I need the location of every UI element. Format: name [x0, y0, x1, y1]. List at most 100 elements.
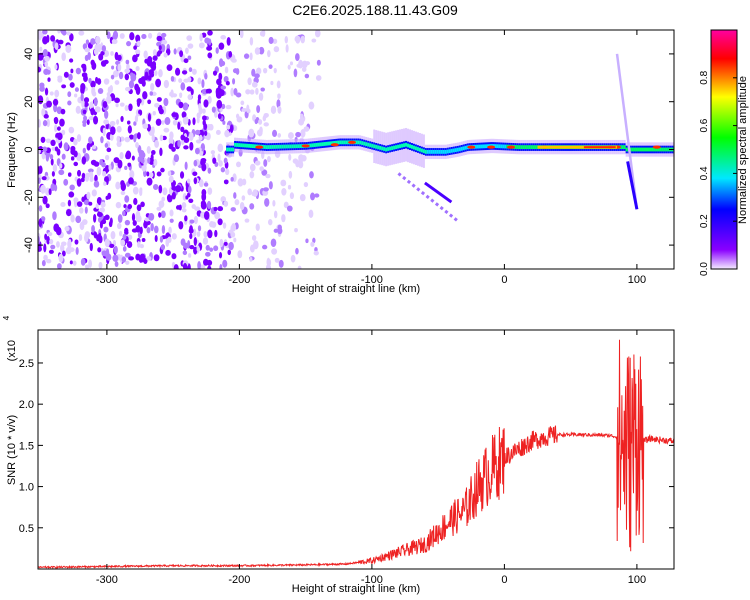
noise-speckle	[187, 192, 191, 198]
trace-core	[244, 143, 247, 148]
noise-speckle	[196, 231, 201, 237]
noise-speckle	[61, 241, 67, 247]
noise-speckle	[110, 230, 116, 240]
noise-speckle	[273, 228, 279, 233]
noise-speckle	[128, 134, 134, 140]
noise-speckle	[193, 177, 198, 185]
trace-core	[407, 143, 410, 148]
noise-speckle	[70, 214, 75, 223]
noise-speckle	[67, 199, 72, 207]
snr-y-tick-label: 0.5	[19, 523, 34, 535]
noise-speckle	[198, 42, 205, 49]
noise-speckle	[226, 124, 231, 130]
noise-speckle	[119, 151, 124, 160]
noise-speckle	[223, 157, 228, 164]
noise-speckle	[261, 169, 268, 176]
noise-speckle	[38, 235, 41, 245]
noise-speckle	[249, 203, 255, 210]
noise-speckle	[40, 216, 46, 222]
trace-core	[440, 149, 443, 154]
noise-speckle	[189, 219, 195, 224]
diagonal-streak	[424, 181, 453, 204]
noise-speckle	[117, 63, 122, 72]
noise-speckle	[57, 30, 61, 34]
noise-speckle	[47, 232, 53, 237]
noise-speckle	[298, 154, 304, 162]
noise-speckle	[86, 142, 91, 151]
noise-speckle	[48, 188, 52, 196]
noise-speckle	[188, 132, 194, 141]
noise-speckle	[244, 218, 250, 223]
noise-speckle	[98, 261, 103, 269]
noise-speckle	[180, 126, 185, 133]
trace-core	[240, 143, 243, 148]
noise-speckle	[207, 95, 212, 104]
noise-speckle	[63, 142, 69, 151]
snr-series-line	[38, 339, 674, 569]
noise-speckle	[289, 192, 295, 200]
noise-speckle	[249, 52, 253, 61]
noise-speckle	[150, 82, 155, 92]
noise-speckle	[186, 178, 191, 184]
noise-speckle	[67, 91, 72, 98]
noise-speckle	[120, 115, 124, 123]
spectrogram-x-tick-label: -200	[228, 274, 250, 286]
trace-core	[458, 147, 461, 152]
noise-speckle	[207, 167, 212, 174]
noise-speckle	[139, 187, 143, 193]
trace-core	[448, 149, 451, 154]
noise-speckle	[154, 140, 160, 148]
noise-speckle	[50, 244, 56, 250]
noise-speckle	[161, 39, 168, 45]
noise-speckle	[39, 85, 45, 92]
trace-core	[329, 141, 332, 146]
noise-speckle	[260, 87, 265, 92]
noise-speckle	[83, 199, 90, 206]
noise-speckle	[81, 72, 88, 78]
trace-core	[234, 142, 237, 147]
trace-core	[524, 145, 527, 150]
noise-speckle	[160, 43, 166, 53]
trace-core	[498, 144, 501, 149]
noise-speckle	[38, 30, 42, 38]
noise-speckle	[137, 241, 141, 248]
noise-speckle	[224, 129, 230, 138]
noise-speckle	[155, 78, 162, 88]
noise-speckle	[205, 88, 210, 94]
noise-speckle	[116, 141, 122, 148]
noise-speckle	[102, 100, 108, 108]
colorbar-tick-label: 0.0	[699, 262, 710, 276]
trace-core	[655, 147, 658, 152]
noise-speckle	[117, 214, 123, 223]
noise-speckle	[316, 59, 321, 66]
noise-speckle	[202, 237, 209, 245]
noise-speckle	[151, 133, 155, 142]
noise-speckle	[49, 154, 54, 160]
noise-speckle	[235, 161, 241, 168]
noise-speckle	[183, 145, 189, 150]
noise-speckle	[54, 146, 59, 152]
noise-speckle	[88, 136, 93, 144]
noise-speckle	[114, 261, 119, 268]
trace-core	[418, 147, 421, 152]
noise-speckle	[274, 257, 280, 263]
noise-speckle	[137, 132, 141, 140]
noise-speckle	[137, 145, 142, 154]
noise-speckle	[38, 95, 44, 105]
trace-core	[633, 147, 636, 152]
noise-speckle	[124, 230, 129, 235]
trace-core	[405, 142, 408, 147]
noise-speckle	[288, 170, 293, 179]
noise-speckle	[255, 87, 259, 95]
noise-speckle	[270, 105, 277, 114]
noise-speckle	[187, 76, 192, 83]
trace-core	[641, 147, 644, 152]
noise-speckle	[239, 201, 245, 211]
noise-speckle	[94, 106, 101, 113]
trace-core	[319, 142, 322, 147]
trace-core	[454, 148, 457, 153]
noise-speckle	[101, 162, 106, 168]
trace-core	[357, 140, 360, 145]
trace-core	[289, 144, 292, 149]
noise-speckle	[226, 36, 231, 46]
